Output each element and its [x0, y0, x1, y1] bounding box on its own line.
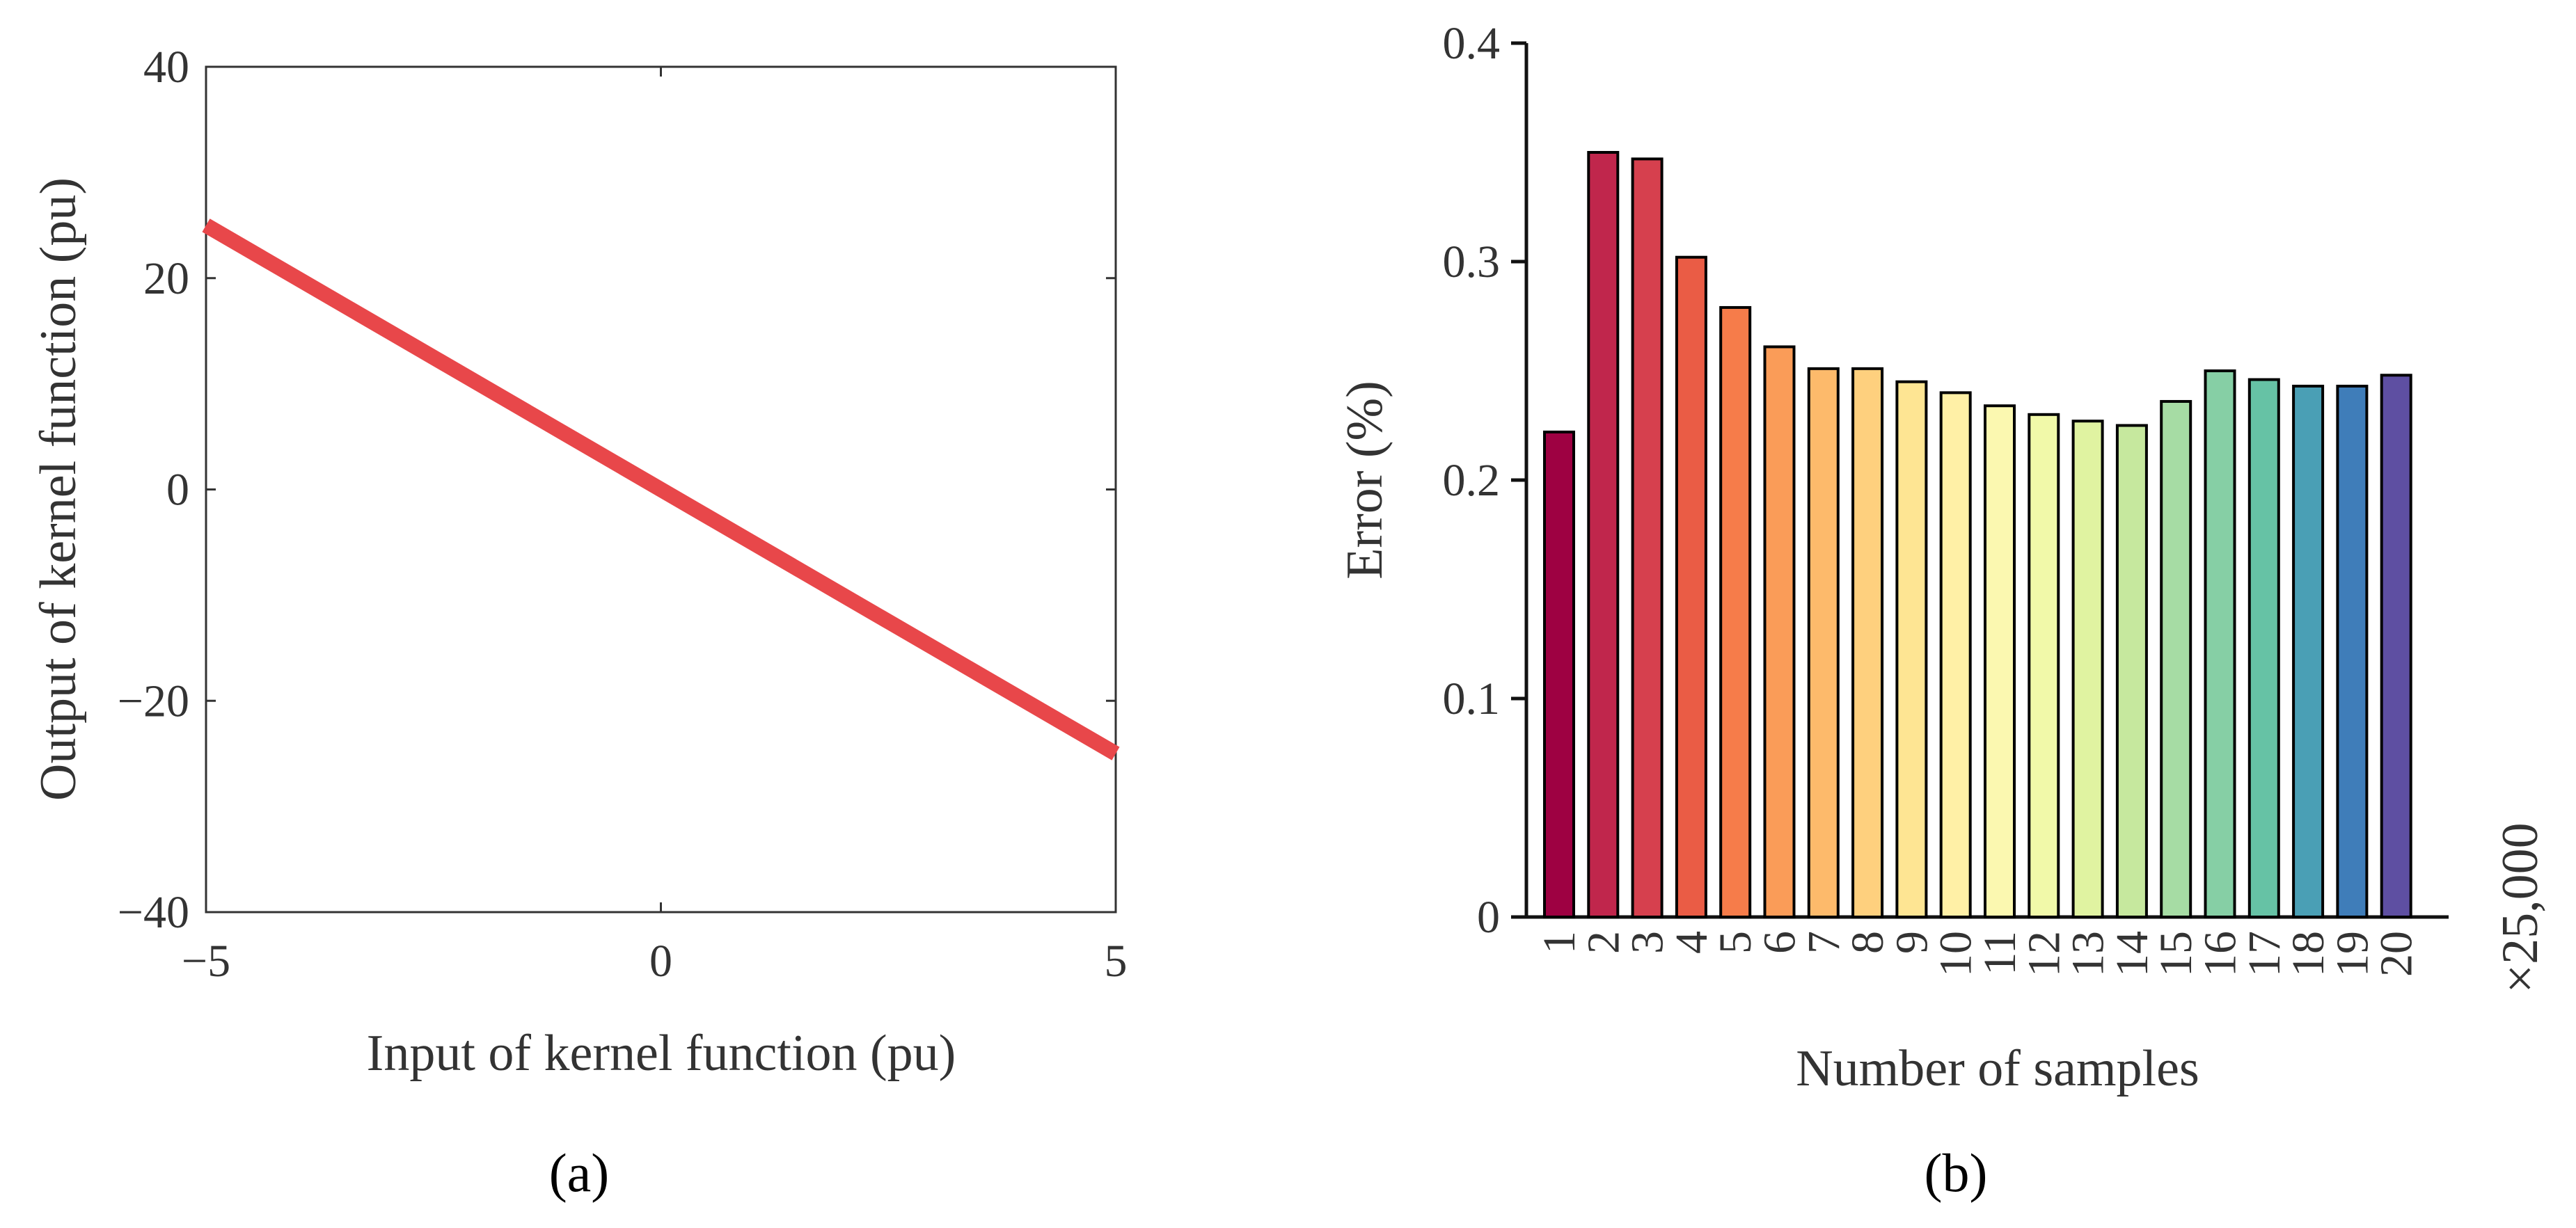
x-tick-label: 16	[2195, 931, 2246, 977]
panel-b-bar-chart: 00.10.20.30.4 12345678910111213141516171…	[1336, 18, 2549, 1203]
bar-11	[1984, 404, 2016, 918]
bar-6	[1763, 345, 1796, 918]
x-tick-label: 10	[1931, 931, 1982, 977]
panel-a-line-chart: −40 −20 0 20 40 −5 0 5 Input of kernel functio…	[30, 42, 1128, 1203]
y-tick-labels-a: −40 −20 0 20 40	[118, 42, 189, 938]
x-tick-label: −5	[182, 936, 230, 987]
y-tick-label: 0	[1477, 892, 1500, 943]
y-tick-label: −20	[118, 676, 189, 726]
panel-label-b: (b)	[1925, 1142, 1988, 1203]
bar-17	[2247, 378, 2280, 918]
x-tick-label: 13	[2063, 931, 2114, 977]
bar-2	[1587, 151, 1620, 918]
x-tick-label: 17	[2239, 931, 2290, 977]
bar-4	[1675, 255, 1707, 919]
bar-5	[1719, 305, 1752, 918]
x-tick-label: 11	[1975, 931, 2025, 975]
bar-13	[2071, 420, 2104, 918]
x-tick-label: 5	[1105, 936, 1128, 987]
bar-14	[2115, 424, 2148, 918]
series-group-a	[202, 218, 1120, 760]
y-axis-label-a: Output of kernel function (pu)	[30, 177, 87, 801]
x-tick-label: 19	[2327, 931, 2378, 977]
x-axis-label-a: Input of kernel function (pu)	[367, 1025, 956, 1082]
y-tick-label: 0	[166, 465, 189, 516]
bar-15	[2160, 399, 2192, 918]
x-tick-labels-a: −5 0 5	[182, 936, 1128, 987]
x-multiplier-label-b: ×25,000	[2492, 822, 2549, 993]
y-tick-label: −40	[118, 887, 189, 938]
bars-b	[1543, 151, 2412, 919]
tick-marks-a	[205, 65, 1117, 914]
x-tick-label: 6	[1755, 931, 1805, 954]
y-tick-label: 40	[143, 42, 189, 93]
x-tick-label: 3	[1622, 931, 1673, 954]
panel-label-a: (a)	[549, 1142, 610, 1203]
bar-1	[1543, 430, 1575, 918]
x-tick-label: 4	[1666, 931, 1717, 954]
bar-16	[2204, 369, 2236, 918]
x-tick-label: 18	[2283, 931, 2334, 977]
x-tick-label: 8	[1842, 931, 1893, 954]
bar-10	[1939, 391, 1972, 918]
bar-9	[1895, 380, 1928, 918]
y-tick-label: 0.2	[1443, 455, 1501, 506]
x-tick-label: 7	[1799, 931, 1849, 954]
bar-8	[1851, 367, 1884, 918]
y-ticks-b: 0 0.1 0.2 0.3 0.4	[1443, 18, 1526, 943]
x-tick-label: 14	[2107, 931, 2158, 977]
y-tick-label: 0.4	[1443, 18, 1501, 69]
x-tick-label: 1	[1534, 931, 1585, 954]
x-tick-label: 0	[649, 936, 672, 987]
y-tick-label: 0.1	[1443, 673, 1501, 724]
series-line-kernel-output	[202, 218, 1120, 760]
x-tick-label: 20	[2371, 931, 2422, 977]
x-tick-label: 9	[1886, 931, 1937, 954]
x-tick-label: 2	[1578, 931, 1629, 954]
bar-12	[2028, 413, 2060, 918]
bar-18	[2292, 384, 2325, 918]
bar-20	[2380, 374, 2412, 918]
x-tick-label: 12	[2018, 931, 2069, 977]
y-axis-label-b: Error (%)	[1336, 381, 1393, 580]
bar-7	[1807, 367, 1840, 918]
x-axis-label-b: Number of samples	[1796, 1040, 2199, 1097]
x-tick-label: 5	[1710, 931, 1761, 954]
x-tick-label: 15	[2151, 931, 2202, 977]
y-tick-label: 20	[143, 253, 189, 304]
bar-19	[2336, 384, 2369, 918]
bar-3	[1631, 157, 1664, 918]
y-tick-label: 0.3	[1443, 237, 1501, 287]
